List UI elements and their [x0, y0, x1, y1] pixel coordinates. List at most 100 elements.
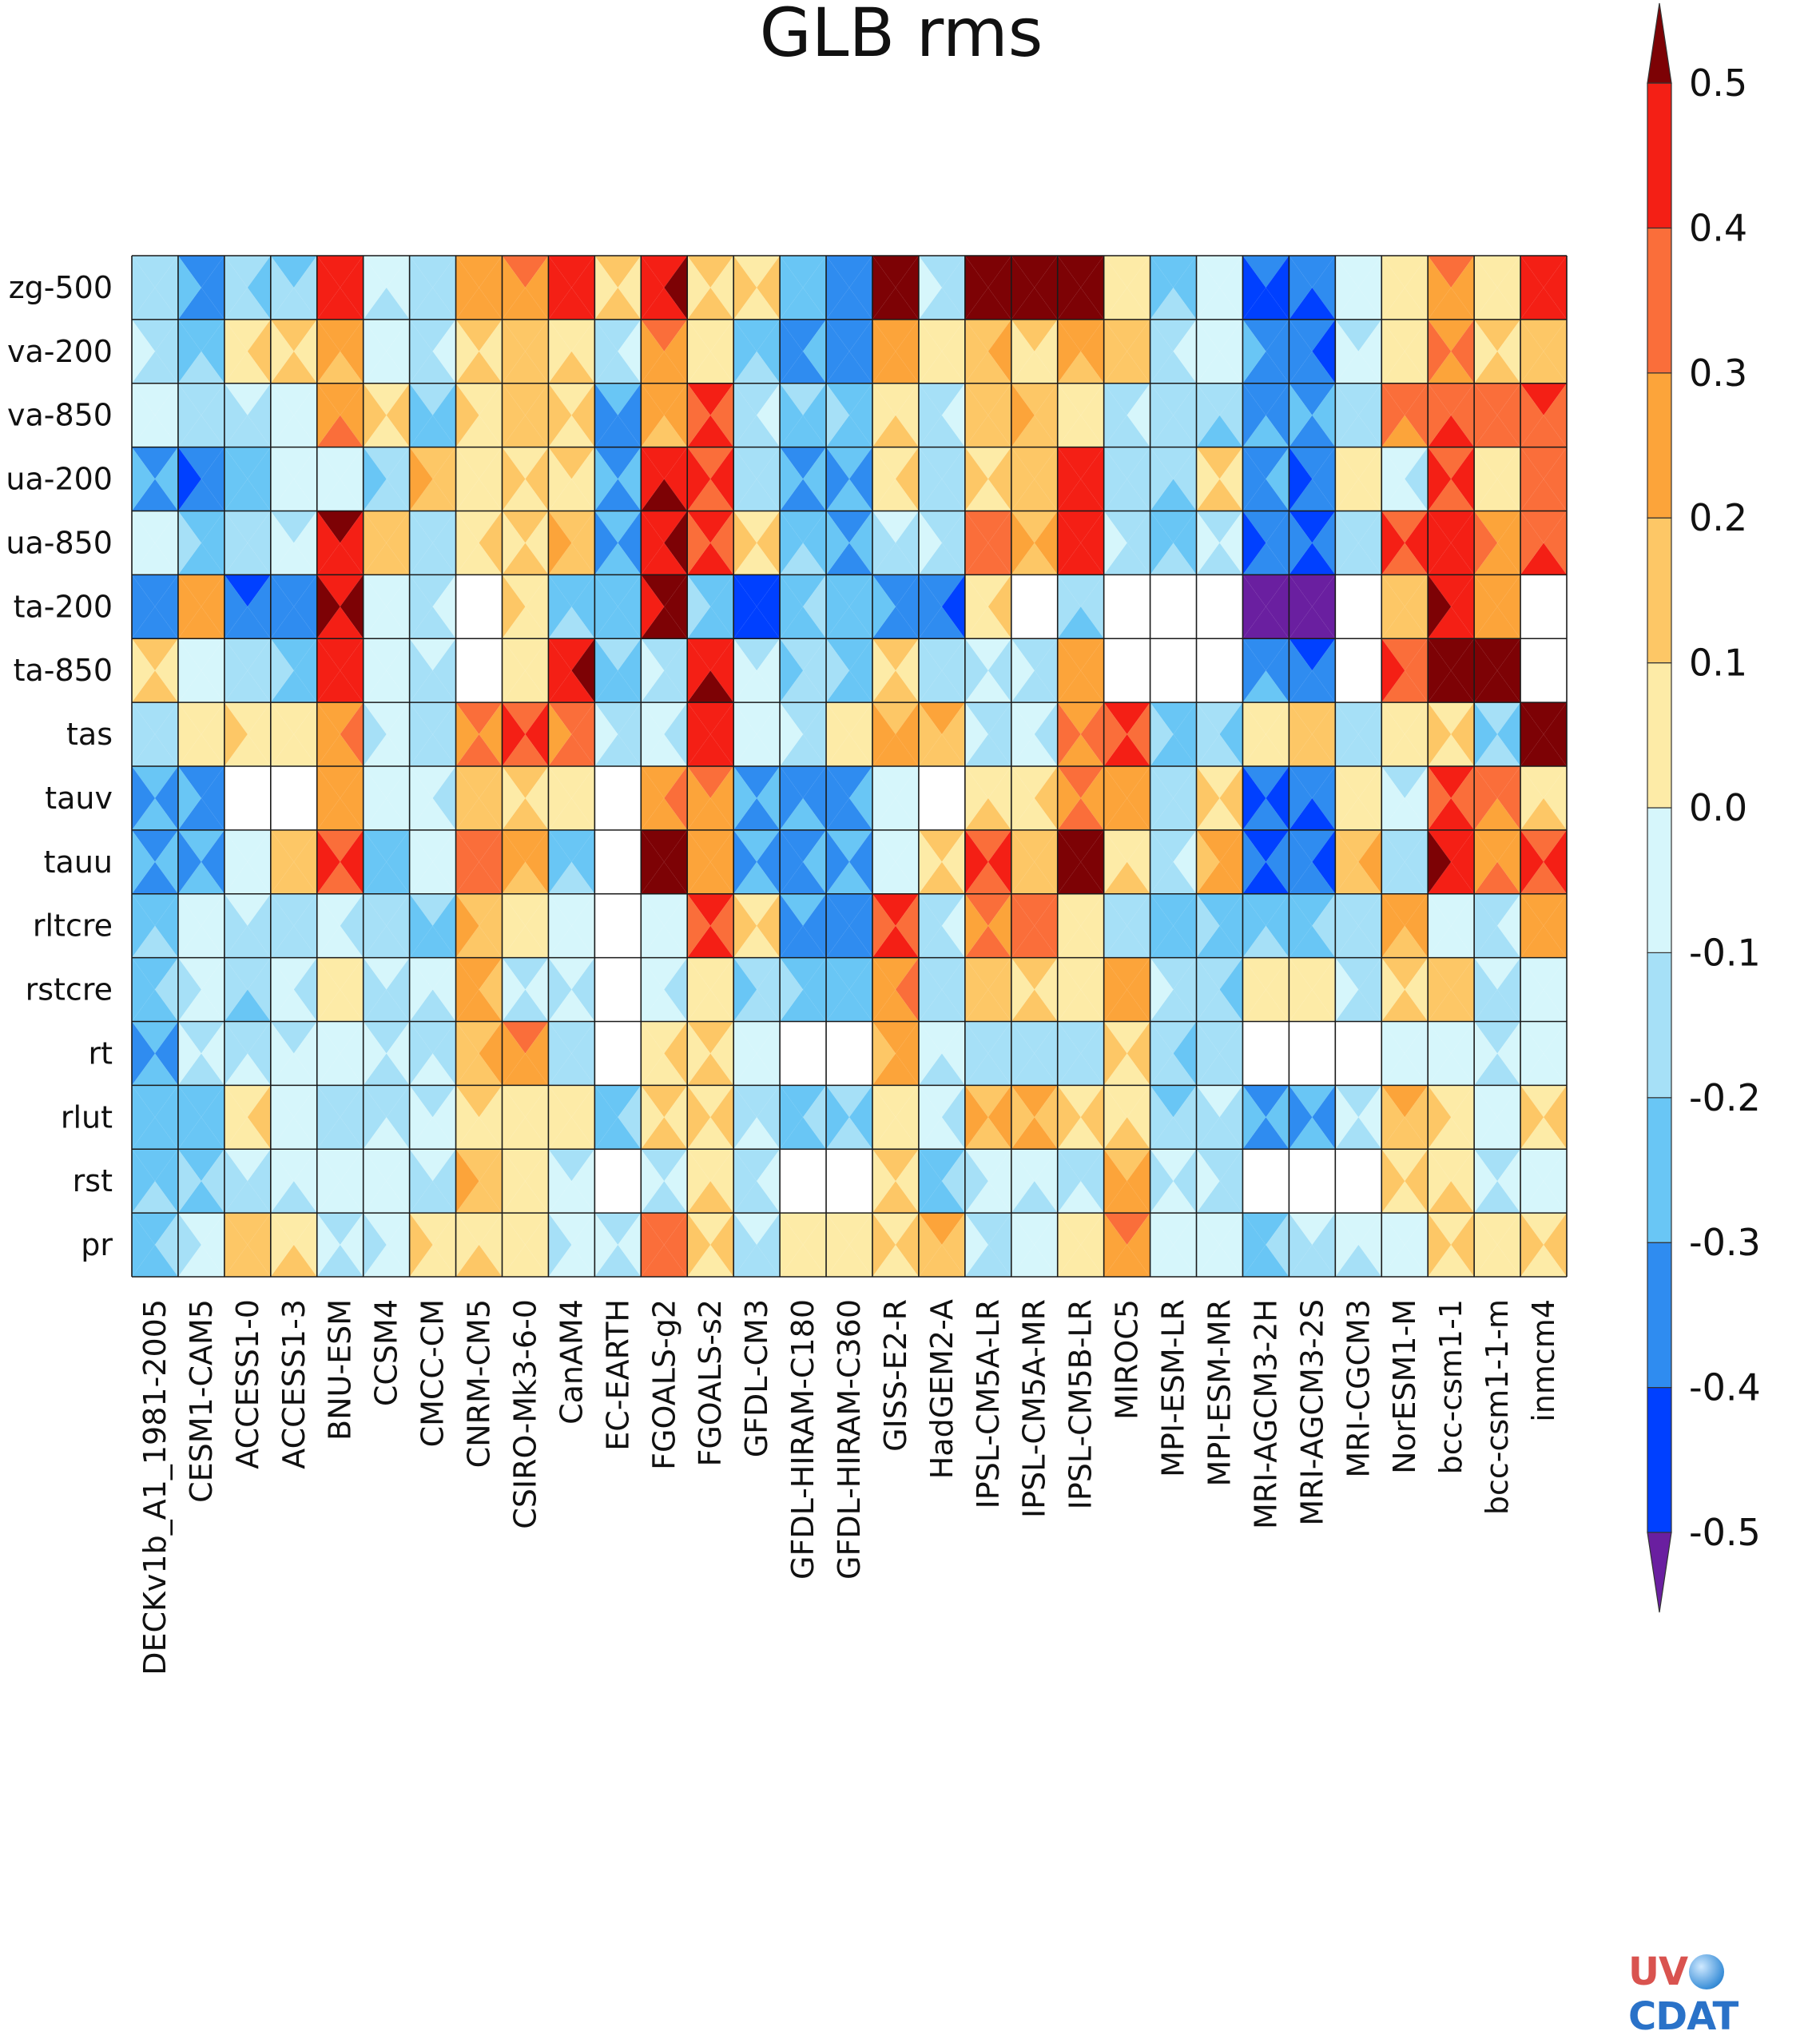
colorbar-tick-label: -0.2: [1689, 1076, 1761, 1119]
cell-rstcre-NorESM1-M-bottom: [1381, 989, 1429, 1022]
cell-rlut-ACCESS1-3-left: [270, 1085, 294, 1150]
cell-ua-850-MRI-AGCM3-2H-bottom: [1242, 543, 1289, 575]
cell-va-850-IPSL-CM5B-LR-left: [1057, 383, 1081, 447]
cell-zg-500-GFDL-CM3-left: [733, 256, 757, 320]
cell-rlut-IPSL-CM5A-LR-left: [964, 1085, 988, 1150]
cell-tauu-IPSL-CM5A-LR-right: [987, 829, 1011, 894]
cell-rstcre-IPSL-CM5B-LR-top: [1057, 957, 1104, 990]
cell-tas-inmcm4-top: [1520, 702, 1567, 735]
cell-pr-CCSM4-left: [363, 1213, 387, 1277]
cell-rltcre-CCSM4-right: [386, 893, 410, 958]
cell-tauv-MIROC5-top: [1103, 766, 1150, 798]
cell-tas-CESM1-CAM5-left: [177, 702, 201, 766]
cell-ta-200-IPSL-CM5A-LR-left: [964, 574, 988, 639]
cell-tauu-GFDL-HIRAM-C360-left: [826, 829, 849, 894]
cell-pr-GISS-E2-R-left: [872, 1213, 896, 1277]
cell-ua-200-MPI-ESM-MR-bottom: [1196, 479, 1243, 511]
cell-ta-200-GISS-E2-R-right: [895, 574, 919, 639]
cell-zg-500-inmcm4-top: [1520, 256, 1567, 288]
cell-rt-GFDL-HIRAM-C360-bottom: [826, 1053, 872, 1086]
cell-rt-FGOALS-g2-top: [641, 1021, 688, 1054]
cell-va-850-MPI-ESM-MR-right: [1219, 383, 1243, 447]
cell-rlut-IPSL-CM5A-MR-top: [1011, 1085, 1058, 1118]
cell-va-200-MPI-ESM-LR-left: [1150, 319, 1174, 384]
cell-zg-500-ACCESS1-0-bottom: [224, 287, 271, 320]
cell-tauv-CSIRO-Mk3-6-0-top: [502, 766, 549, 798]
cell-va-850-CSIRO-Mk3-6-0-top: [502, 383, 549, 415]
row-label-tauu: tauu: [44, 845, 113, 880]
cell-ua-200-IPSL-CM5A-LR-left: [964, 447, 988, 511]
cell-rstcre-EC-EARTH-left: [594, 957, 618, 1022]
cell-ua-850-IPSL-CM5B-LR-bottom: [1057, 543, 1104, 575]
cell-ua-850-MIROC5-right: [1127, 511, 1150, 575]
cell-rltcre-CanAM4-right: [571, 893, 595, 958]
cell-rstcre-FGOALS-g2-right: [664, 957, 688, 1022]
cell-va-200-DECKv1b_A1_1981-2005-left: [132, 319, 155, 384]
cell-pr-IPSL-CM5B-LR-right: [1080, 1213, 1104, 1277]
cell-ua-850-inmcm4-top: [1520, 511, 1567, 543]
cell-rt-IPSL-CM5B-LR-left: [1057, 1021, 1081, 1086]
cell-zg-500-bcc-csm1-1-m-top: [1474, 256, 1521, 288]
cell-tas-IPSL-CM5A-MR-top: [1011, 702, 1058, 735]
cell-tas-CMCC-CM-left: [409, 702, 433, 766]
cell-zg-500-EC-EARTH-bottom: [594, 287, 642, 320]
row-label-rstcre: rstcre: [26, 972, 113, 1008]
cell-pr-MRI-AGCM3-2H-right: [1266, 1213, 1289, 1277]
cell-pr-EC-EARTH-bottom: [594, 1245, 642, 1277]
cell-va-850-CMCC-CM-bottom: [409, 415, 456, 447]
cell-rst-ACCESS1-3-right: [293, 1149, 317, 1214]
cell-rst-CCSM4-bottom: [363, 1181, 410, 1214]
cell-ua-200-CSIRO-Mk3-6-0-left: [502, 447, 526, 511]
cell-va-200-CCSM4-right: [386, 319, 410, 384]
cell-rstcre-GFDL-CM3-bottom: [733, 989, 781, 1022]
cell-ua-200-GFDL-HIRAM-C180-top: [780, 447, 827, 479]
cell-ta-200-GFDL-HIRAM-C180-top: [780, 574, 827, 607]
cell-tas-FGOALS-g2-bottom: [641, 734, 688, 766]
cell-zg-500-GISS-E2-R-bottom: [872, 287, 919, 320]
cell-tas-GFDL-HIRAM-C360-top: [826, 702, 872, 735]
cell-rst-ACCESS1-0-bottom: [224, 1181, 271, 1214]
cell-zg-500-EC-EARTH-top: [594, 256, 642, 288]
cell-rltcre-MRI-CGCM3-right: [1358, 893, 1382, 958]
cell-ta-200-GFDL-HIRAM-C360-bottom: [826, 606, 872, 639]
cell-rt-HadGEM2-A-top: [918, 1021, 965, 1054]
cell-rst-MRI-AGCM3-2S-top: [1289, 1149, 1336, 1182]
cell-rltcre-FGOALS-g2-top: [641, 893, 688, 926]
cell-rt-FGOALS-g2-bottom: [641, 1053, 688, 1086]
cell-va-200-ACCESS1-3-bottom: [270, 351, 317, 384]
cell-tauu-CMCC-CM-left: [409, 829, 433, 894]
cell-tauv-BNU-ESM-left: [316, 766, 340, 830]
cell-pr-inmcm4-top: [1520, 1213, 1567, 1246]
cell-tauu-MRI-AGCM3-2S-left: [1289, 829, 1313, 894]
cell-ua-200-GISS-E2-R-left: [872, 447, 896, 511]
cell-rt-ACCESS1-3-right: [293, 1021, 317, 1086]
cell-tauu-IPSL-CM5B-LR-right: [1080, 829, 1104, 894]
cell-ta-850-GFDL-HIRAM-C360-left: [826, 638, 849, 703]
cell-ta-200-IPSL-CM5B-LR-top: [1057, 574, 1104, 607]
cell-rlut-MRI-AGCM3-2H-right: [1266, 1085, 1289, 1150]
cell-rt-CCSM4-left: [363, 1021, 387, 1086]
cell-rt-MPI-ESM-LR-bottom: [1150, 1053, 1197, 1086]
cell-ua-850-GISS-E2-R-right: [895, 511, 919, 575]
cell-rltcre-bcc-csm1-1-left: [1428, 893, 1452, 958]
cell-va-200-GFDL-HIRAM-C180-right: [803, 319, 827, 384]
cell-ua-200-IPSL-CM5B-LR-top: [1057, 447, 1104, 479]
cell-rst-IPSL-CM5A-MR-left: [1011, 1149, 1035, 1214]
cell-rst-CanAM4-top: [548, 1149, 595, 1182]
cell-va-200-IPSL-CM5A-MR-right: [1034, 319, 1058, 384]
cell-ta-200-MRI-AGCM3-2H-bottom: [1242, 606, 1289, 639]
cell-rltcre-CNRM-CM5-left: [455, 893, 479, 958]
cell-rlut-CNRM-CM5-top: [455, 1085, 503, 1118]
cell-tas-GFDL-HIRAM-C180-left: [780, 702, 804, 766]
cell-va-850-FGOALS-s2-right: [710, 383, 734, 447]
cell-ua-850-CanAM4-top: [548, 511, 595, 543]
cell-tas-IPSL-CM5B-LR-left: [1057, 702, 1081, 766]
cell-ua-200-IPSL-CM5B-LR-right: [1080, 447, 1104, 511]
cell-rst-DECKv1b_A1_1981-2005-top: [132, 1149, 178, 1182]
cell-tauv-GISS-E2-R-bottom: [872, 797, 919, 830]
cell-va-850-IPSL-CM5A-MR-bottom: [1011, 415, 1058, 447]
cell-tauv-IPSL-CM5B-LR-bottom: [1057, 797, 1104, 830]
cell-pr-MIROC5-right: [1127, 1213, 1150, 1277]
cell-rltcre-MPI-ESM-LR-bottom: [1150, 925, 1197, 958]
colorbar-bin: [1647, 82, 1672, 229]
